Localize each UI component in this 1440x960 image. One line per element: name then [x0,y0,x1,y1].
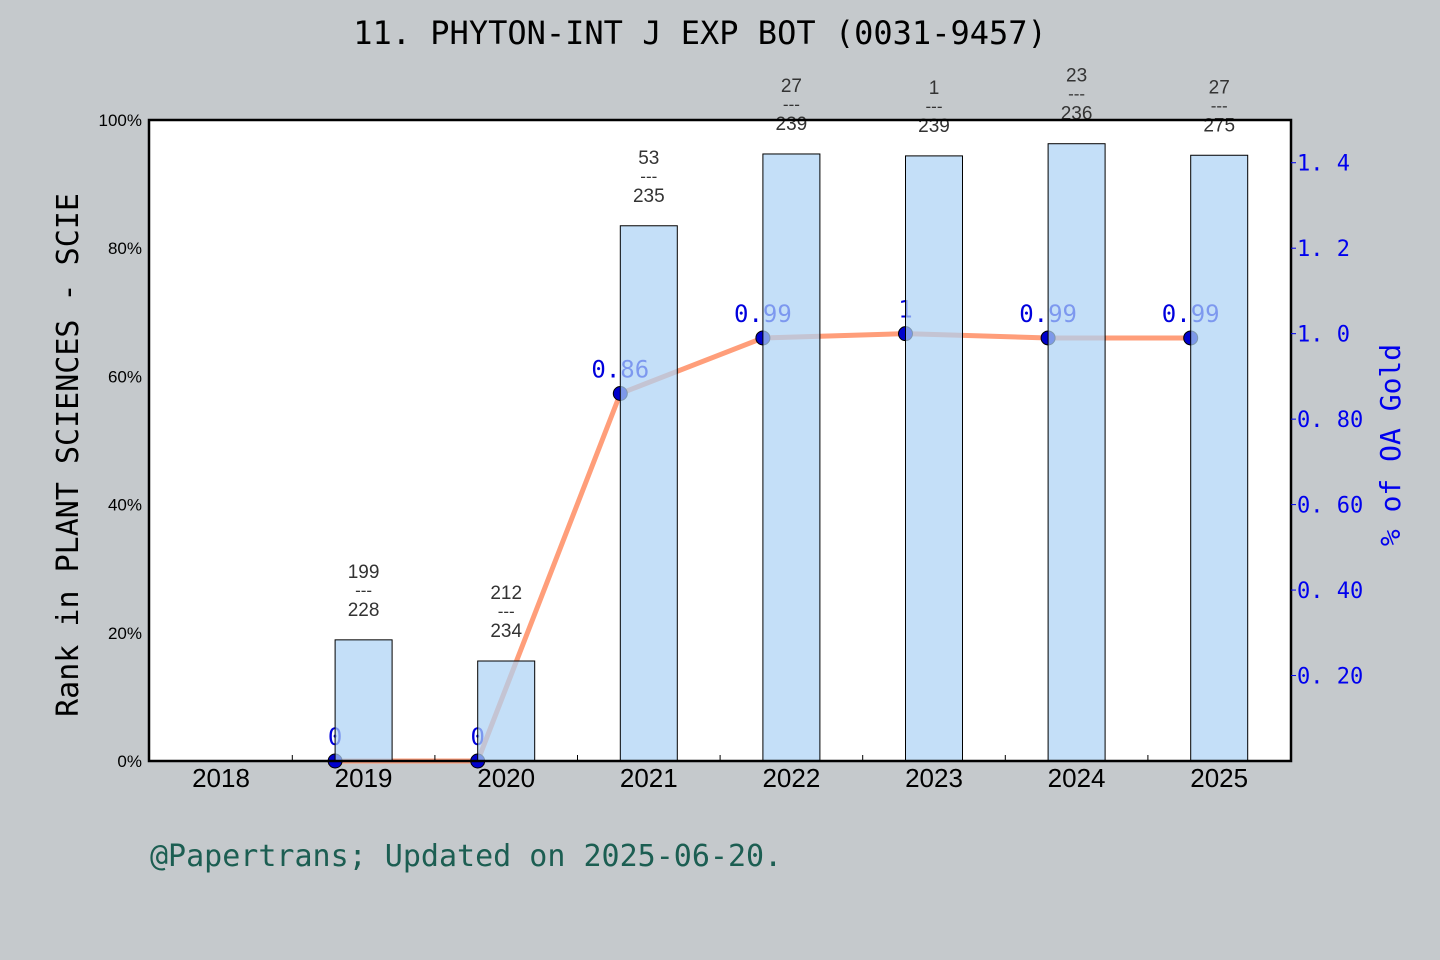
y-right-tick-label: 1. 4 [1297,152,1350,177]
rank-value: 27 [781,76,802,97]
rank-bar [619,225,678,762]
x-tick-label: 2025 [1190,763,1248,793]
rank-separator: --- [1068,85,1085,104]
y-right-tick-label: 1. 2 [1297,237,1350,262]
rank-total: 234 [490,621,522,642]
rank-value: 1 [929,78,940,99]
y-tick-label: 20% [108,624,142,643]
rank-total: 236 [1061,104,1093,125]
rank-value: 27 [1209,77,1230,98]
y-right-tick-label: 1. 0 [1297,323,1350,348]
x-tick-label: 2018 [192,763,250,793]
y-right-tick-label: 0. 40 [1297,579,1363,604]
x-tick-label: 2020 [477,763,535,793]
rank-label: 1---239 [918,78,950,137]
rank-total: 235 [633,186,665,207]
y-tick-label: 40% [108,496,142,515]
y-tick-label: 100% [99,111,142,130]
rank-value: 199 [348,562,380,583]
y-right-tick-label: 0. 80 [1297,408,1363,433]
rank-separator: --- [783,95,800,114]
x-tick-label: 2024 [1048,763,1106,793]
rank-total: 239 [776,114,808,135]
rank-bar [477,660,536,762]
x-tick-label: 2019 [335,763,393,793]
y-tick-label: 0% [117,752,142,771]
rank-bar [762,153,821,762]
rank-label: 27---239 [776,76,808,135]
rank-value: 53 [638,148,659,169]
footer-credit: @Papertrans; Updated on 2025-06-20. [150,839,782,874]
rank-separator: --- [1211,96,1228,115]
rank-bar [1047,143,1106,762]
rank-separator: --- [640,167,657,186]
y-axis-label: Rank in PLANT SCIENCES - SCIE [51,193,86,717]
y-right-tick-label: 0. 20 [1297,665,1363,690]
rank-label: 53---235 [633,148,665,207]
rank-bar [334,639,393,762]
rank-value: 212 [490,583,522,604]
rank-value: 23 [1066,66,1087,87]
x-tick-label: 2022 [762,763,820,793]
y-tick-label: 80% [108,239,142,258]
rank-label: 212---234 [490,583,522,642]
x-tick-label: 2023 [905,763,963,793]
rank-label: 23---236 [1061,66,1093,125]
plot-area [149,120,1291,761]
rank-separator: --- [355,581,372,600]
rank-bar [1190,154,1249,762]
x-tick-label: 2021 [620,763,678,793]
rank-total: 275 [1203,115,1235,136]
rank-separator: --- [926,97,943,116]
rank-separator: --- [498,602,515,621]
y-axis-right-label: % of OA Gold [1374,344,1407,546]
rank-label: 27---275 [1203,77,1235,136]
y-right-tick-label: 0. 60 [1297,494,1363,519]
rank-total: 228 [348,600,380,621]
chart-title: 11. PHYTON-INT J EXP BOT (0031-9457) [353,14,1047,52]
rank-bar [905,155,963,762]
rank-label: 199---228 [348,562,380,621]
y-tick-label: 60% [108,367,142,386]
